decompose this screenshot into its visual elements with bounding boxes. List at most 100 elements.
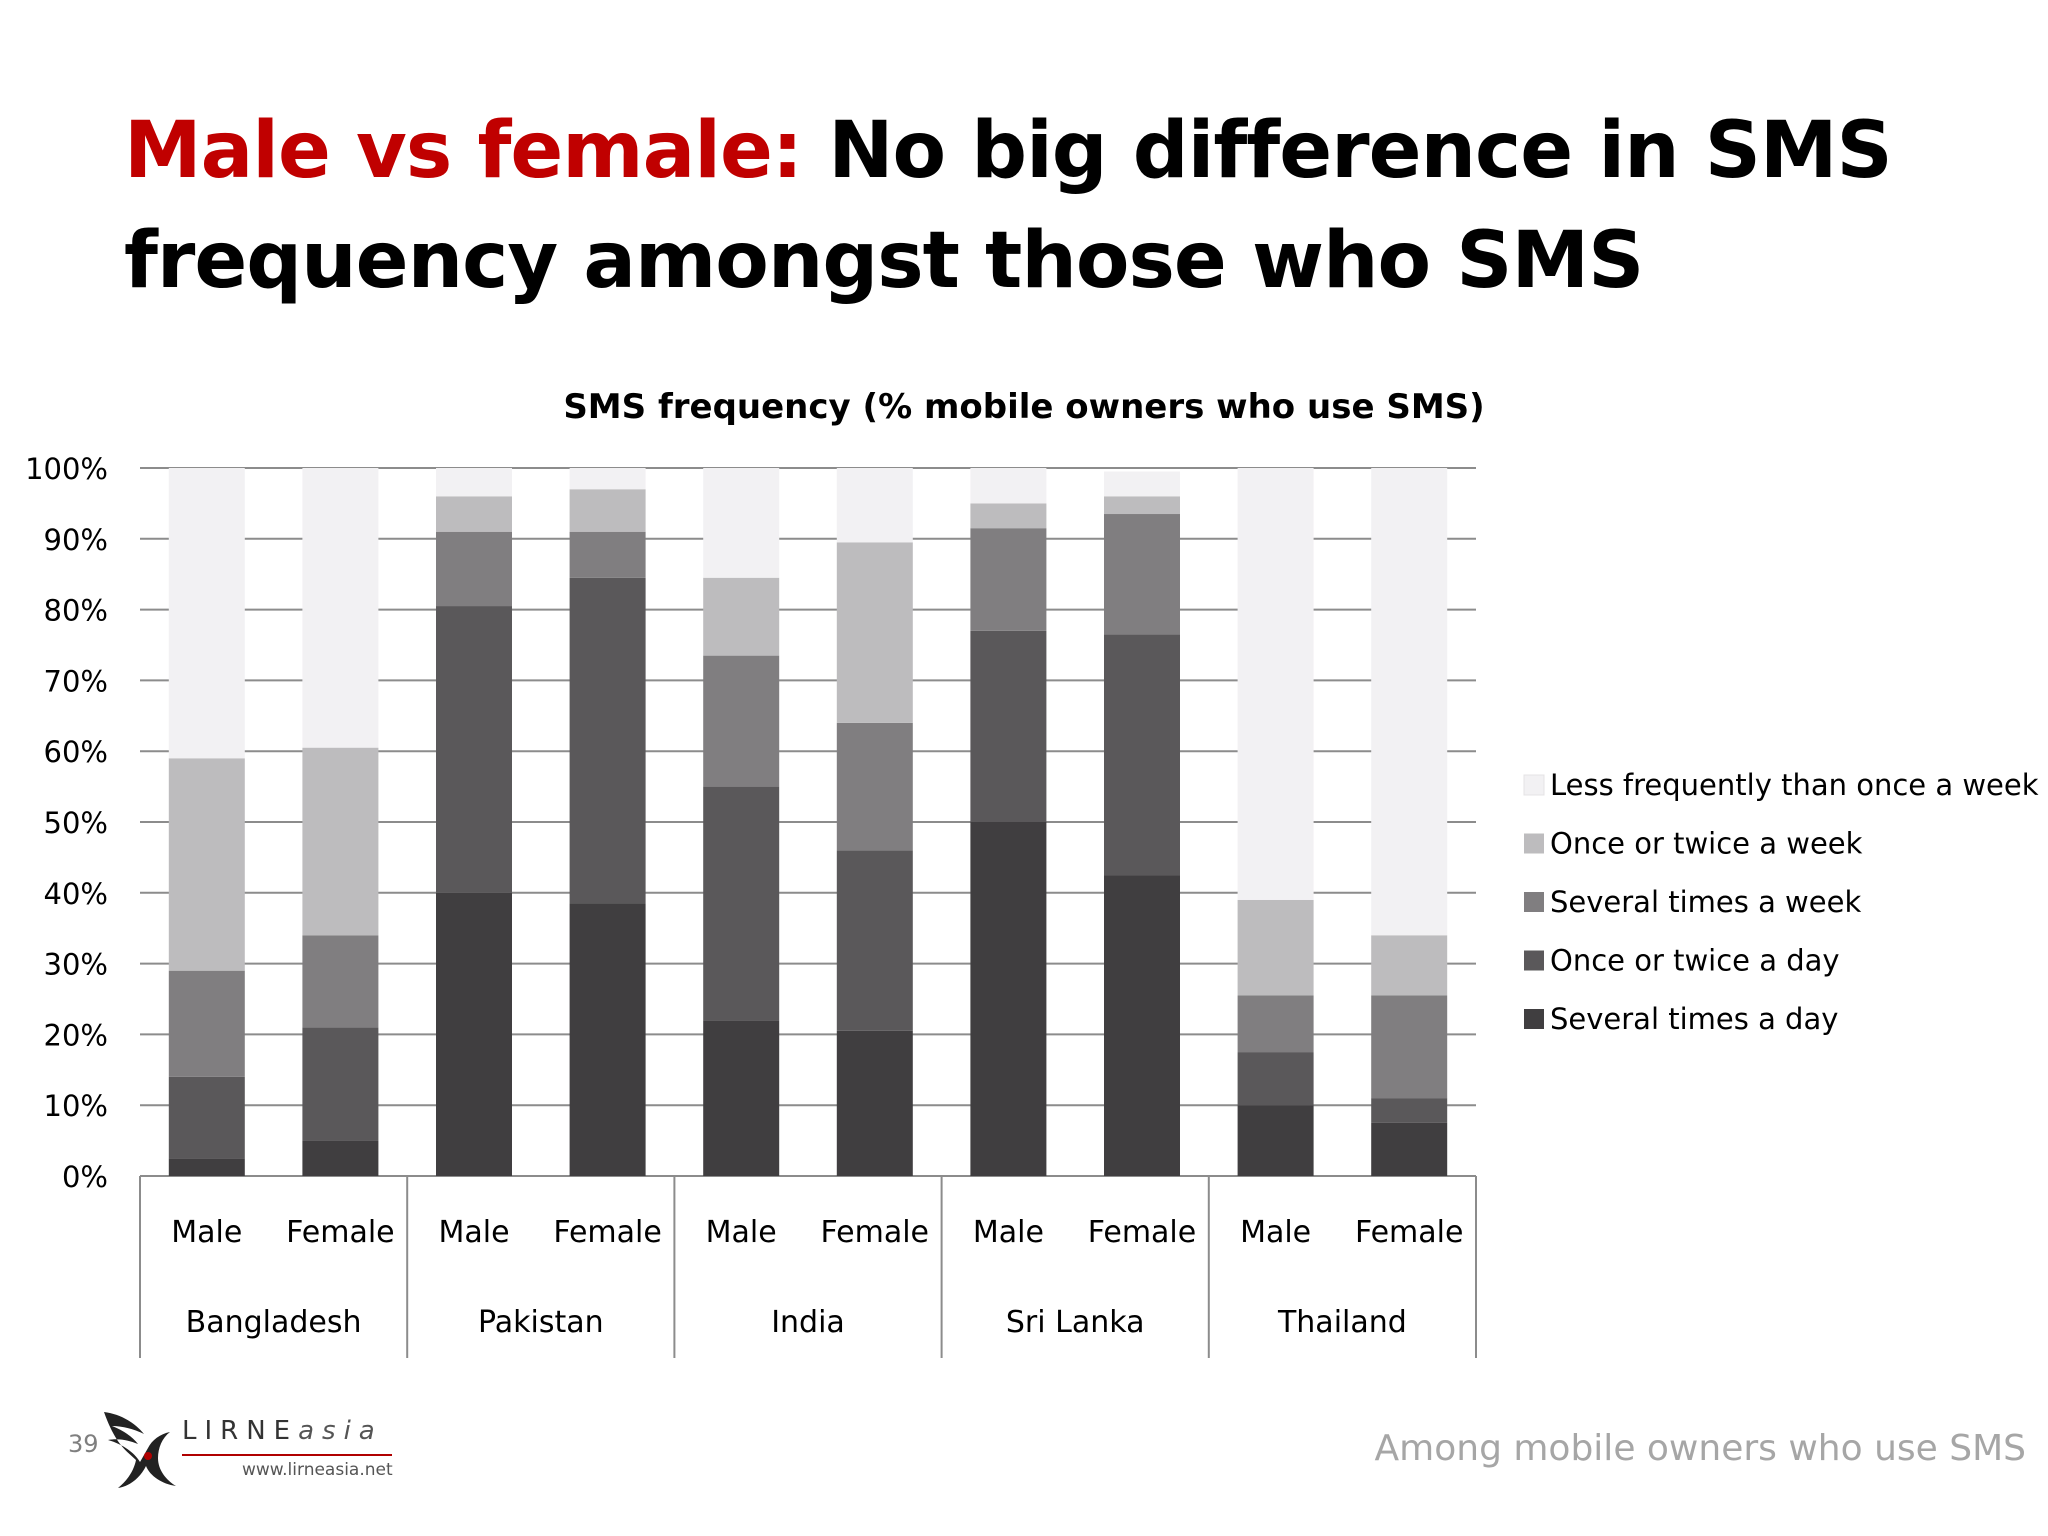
y-tick-label: 20% (44, 1018, 108, 1052)
bar-segment (1104, 514, 1180, 635)
chart-title: SMS frequency (% mobile owners who use S… (563, 387, 1484, 427)
bar-segment (1104, 634, 1180, 876)
logo-brand: LIRNEasia (182, 1416, 383, 1446)
bird-logo-icon (104, 1412, 176, 1488)
bar-segment (569, 531, 646, 578)
x-category-label: Male (706, 1215, 777, 1250)
y-tick-label: 90% (44, 523, 108, 557)
bar-segment (1237, 1105, 1314, 1176)
bar-segment (1104, 496, 1180, 515)
legend-swatch (1524, 833, 1544, 854)
y-tick-label: 10% (44, 1089, 108, 1123)
y-tick-label: 70% (44, 664, 108, 698)
y-tick-label: 30% (44, 948, 108, 982)
legend-swatch (1524, 892, 1544, 912)
bar-segment (836, 722, 913, 851)
bar-segment (1371, 468, 1448, 936)
bar-segment (1104, 875, 1180, 1176)
bar-segment (569, 903, 646, 1176)
footnote: Among mobile owners who use SMS (1374, 1428, 2026, 1469)
x-category-label: Male (1240, 1215, 1311, 1250)
bar-segment (836, 1030, 913, 1176)
x-category-label: Female (1355, 1215, 1463, 1250)
slide-title: Male vs female: No big difference in SMS… (124, 96, 1924, 316)
x-category-label: Female (821, 1215, 929, 1250)
y-tick-label: 80% (44, 594, 108, 628)
x-group-label: Pakistan (478, 1305, 604, 1340)
bar-segment (302, 935, 379, 1028)
legend: Less frequently than once a week Once or … (1523, 768, 2039, 1036)
bar-segment (1237, 899, 1314, 996)
bar-segment (1371, 1098, 1448, 1123)
x-category-label: Male (171, 1215, 242, 1250)
x-axis: Male Female Male Female Male Female Male Female… (139, 1176, 1477, 1358)
legend-swatch (1523, 774, 1545, 796)
slide-title-accent: Male vs female: (124, 106, 803, 196)
bars (168, 468, 1448, 1176)
bar-segment (302, 1140, 379, 1176)
bar-segment (970, 528, 1047, 631)
bar-segment (703, 468, 780, 578)
bar-segment (168, 1158, 245, 1176)
bar-segment (703, 655, 780, 787)
legend-swatch (1524, 1009, 1544, 1029)
y-tick-label: 100% (25, 452, 108, 486)
bar-segment (1104, 471, 1180, 497)
logo-underline (182, 1454, 392, 1456)
bar-segment (168, 970, 245, 1077)
x-category-label: Female (286, 1215, 394, 1250)
x-category-label: Female (1088, 1215, 1196, 1250)
y-axis-ticks: 0% 10% 20% 30% 40% 50% 60% 70% 80% 90% 100% (25, 452, 108, 1194)
bar-segment (569, 489, 646, 532)
legend-label: Several times a day (1550, 1002, 1838, 1036)
bar-segment (168, 758, 245, 971)
bar-segment (1371, 935, 1448, 996)
bar-segment (1371, 995, 1448, 1099)
bar-segment (302, 747, 379, 936)
y-tick-label: 40% (44, 877, 108, 911)
legend-label: Once or twice a day (1550, 944, 1840, 978)
bar-segment (970, 503, 1047, 529)
x-category-label: Male (973, 1215, 1044, 1250)
bar-segment (436, 468, 512, 497)
bar-segment (836, 542, 913, 723)
legend-label: Less frequently than once a week (1550, 768, 2039, 802)
x-group-label: Thailand (1277, 1305, 1407, 1340)
legend-label: Once or twice a week (1550, 827, 1863, 861)
logo-brand-main: LIRNE (182, 1416, 299, 1446)
legend-label: Several times a week (1550, 885, 1861, 919)
bar-segment (1237, 1052, 1314, 1106)
bar-segment (436, 606, 512, 893)
y-tick-label: 60% (44, 735, 108, 769)
legend-swatch (1524, 950, 1544, 971)
y-tick-label: 0% (62, 1160, 108, 1194)
y-tick-label: 50% (44, 806, 108, 840)
x-category-label: Female (553, 1215, 661, 1250)
bar-segment (703, 786, 780, 1021)
logo-brand-suffix: asia (298, 1416, 383, 1446)
slide-title-rest: No big difference in SMS frequency among… (124, 106, 1893, 306)
bar-segment (569, 577, 646, 904)
x-group-label: Bangladesh (186, 1305, 362, 1340)
bar-segment (1237, 995, 1314, 1053)
bar-segment (168, 468, 245, 759)
bar-segment (1371, 1122, 1448, 1176)
bar-segment (970, 468, 1047, 504)
logo-url: www.lirneasia.net (242, 1460, 393, 1480)
x-group-label: India (771, 1305, 845, 1340)
bar-segment (436, 531, 512, 607)
bar-segment (970, 822, 1047, 1176)
x-group-label: Sri Lanka (1006, 1305, 1145, 1340)
x-category-label: Male (438, 1215, 509, 1250)
bar-segment (436, 892, 512, 1176)
page-number: 39 (68, 1430, 99, 1458)
bar-segment (302, 468, 379, 748)
bar-segment (836, 850, 913, 1031)
bar-segment (302, 1027, 379, 1141)
bar-segment (436, 496, 512, 532)
bar-segment (1237, 468, 1314, 900)
lirneasia-logo: LIRNEasia www.lirneasia.net (100, 1404, 400, 1494)
bar-segment (168, 1076, 245, 1159)
bar-segment (703, 1020, 780, 1176)
